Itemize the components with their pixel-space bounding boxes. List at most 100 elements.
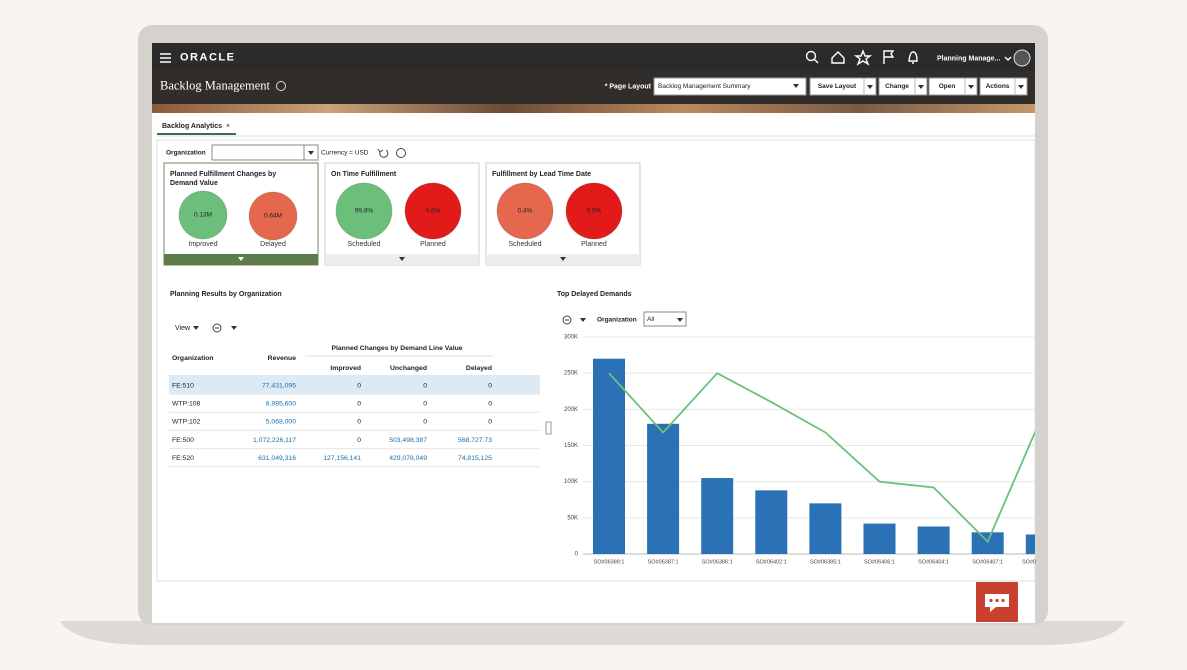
page-title: Backlog Management (160, 78, 271, 92)
chart-title: Top Delayed Demands (557, 291, 632, 298)
x-tick-label: SO#06389:1 (594, 559, 625, 565)
tile-title: On Time Fulfillment (331, 171, 397, 178)
help-icon[interactable] (276, 81, 286, 91)
table-cell: 0 (357, 400, 361, 407)
kpi-label: Improved (188, 241, 217, 248)
table-cell[interactable]: 503,498,387 (389, 437, 427, 444)
bar (647, 423, 680, 554)
toolbar-button-label[interactable]: Change (885, 83, 909, 90)
y-tick-label: 50K (567, 515, 578, 521)
table-cell[interactable]: 1,072,226,117 (253, 437, 296, 444)
table-cell[interactable]: 127,156,141 (323, 455, 361, 462)
kpi-label: Planned (581, 241, 607, 248)
view-menu[interactable]: View (175, 325, 191, 332)
kpi-label: Planned (420, 241, 446, 248)
filter-help-icon[interactable] (396, 148, 406, 158)
toolbar-button-label[interactable]: Save Layout (818, 83, 857, 90)
table-cell[interactable]: 429,078,049 (389, 455, 427, 462)
favorites-icon[interactable] (853, 49, 873, 66)
kpi-circle (404, 182, 462, 240)
user-name[interactable]: Planning Manage... (937, 55, 1000, 62)
x-tick-label: SO#06402:1 (756, 559, 787, 565)
refresh-icon[interactable] (377, 148, 389, 158)
tile-title: Fulfillment by Lead Time Date (492, 171, 591, 178)
table-cell: 0 (357, 419, 361, 426)
splitter-handle[interactable] (545, 421, 552, 435)
chart-select-arrow (677, 318, 683, 322)
kpi-circle (178, 190, 228, 240)
organization-input[interactable] (211, 144, 319, 161)
table-cell: 0 (488, 419, 492, 426)
table-cell: 0 (423, 382, 427, 389)
line-series (608, 372, 1035, 544)
menu-icon[interactable] (160, 53, 171, 63)
table-cell: 0 (423, 400, 427, 407)
column-header: Unchanged (390, 365, 427, 372)
kpi-label: Scheduled (347, 241, 380, 248)
avatar[interactable] (1013, 49, 1031, 67)
content-panel (156, 139, 1036, 582)
column-header: Improved (330, 365, 361, 372)
decorative-strip (152, 104, 1035, 113)
select-arrow (793, 84, 799, 88)
bar (755, 490, 788, 554)
table-cell[interactable]: 8,985,600 (266, 400, 296, 407)
input-arrow (308, 151, 314, 155)
tile-title: Planned Fulfillment Changes by Demand Val… (170, 171, 276, 187)
home-icon[interactable] (831, 51, 845, 64)
user-menu-arrow[interactable] (1004, 56, 1012, 61)
table-cell: 0 (488, 382, 492, 389)
laptop-base (60, 621, 1125, 645)
tile-expand-arrow (560, 257, 566, 261)
notifications-icon[interactable] (908, 51, 918, 64)
table-cell[interactable]: 74,815,125 (458, 455, 492, 462)
y-tick-label: 0 (575, 552, 579, 558)
tab-close[interactable]: × (226, 123, 230, 130)
page-layout-select[interactable] (653, 77, 807, 96)
table-cell: WTP:102 (172, 419, 201, 426)
kpi-value: 0.5% (587, 208, 602, 215)
chart-nav-arrow[interactable] (580, 318, 586, 322)
selected-row[interactable] (169, 376, 540, 394)
kpi-label: Delayed (260, 241, 286, 248)
toolbar-button-label[interactable]: Open (939, 83, 956, 90)
bar (971, 532, 1004, 554)
bar (1025, 534, 1035, 554)
table-cell[interactable]: 568,727.73 (458, 437, 492, 444)
table-cell: FE:500 (172, 437, 194, 444)
x-tick-label: SO#06387:1 (648, 559, 679, 565)
kpi-label: Scheduled (508, 241, 541, 248)
y-tick-label: 100K (564, 479, 578, 485)
chart-organization-select[interactable] (643, 311, 687, 327)
plot-area (593, 358, 1035, 554)
toolbar-button-label[interactable]: Actions (986, 83, 1010, 90)
top-bar (152, 43, 1035, 70)
table-nav-icon[interactable] (212, 323, 222, 333)
chat-icon (985, 594, 1009, 612)
bar (701, 478, 734, 554)
table-cell[interactable]: 631,049,316 (258, 455, 296, 462)
filter-label: Organization (166, 150, 206, 157)
bar (863, 523, 896, 554)
toolbar-button[interactable] (809, 77, 877, 96)
table-cell: 0 (488, 400, 492, 407)
flag-icon[interactable] (883, 50, 895, 64)
x-tick-label: SO#06385:1 (810, 559, 841, 565)
page-layout-label: * Page Layout (605, 83, 652, 90)
table-cell: FE:510 (172, 382, 194, 389)
kpi-value: 0.13M (194, 212, 212, 219)
bar (593, 358, 625, 554)
button-arrow (968, 85, 974, 89)
table-cell[interactable]: 5,068,000 (266, 419, 296, 426)
x-tick-label: SO#06407:1 (972, 559, 1003, 565)
chart-nav-icon[interactable] (562, 315, 572, 325)
column-header: Organization (172, 355, 214, 362)
table-cell[interactable]: 77,431,095 (262, 382, 296, 389)
table-nav-arrow[interactable] (231, 326, 237, 330)
tab-label[interactable]: Backlog Analytics (162, 123, 222, 130)
search-icon[interactable] (805, 50, 819, 64)
tile-expand-arrow (238, 257, 244, 261)
x-tick-label: SO#06386:1 (702, 559, 733, 565)
